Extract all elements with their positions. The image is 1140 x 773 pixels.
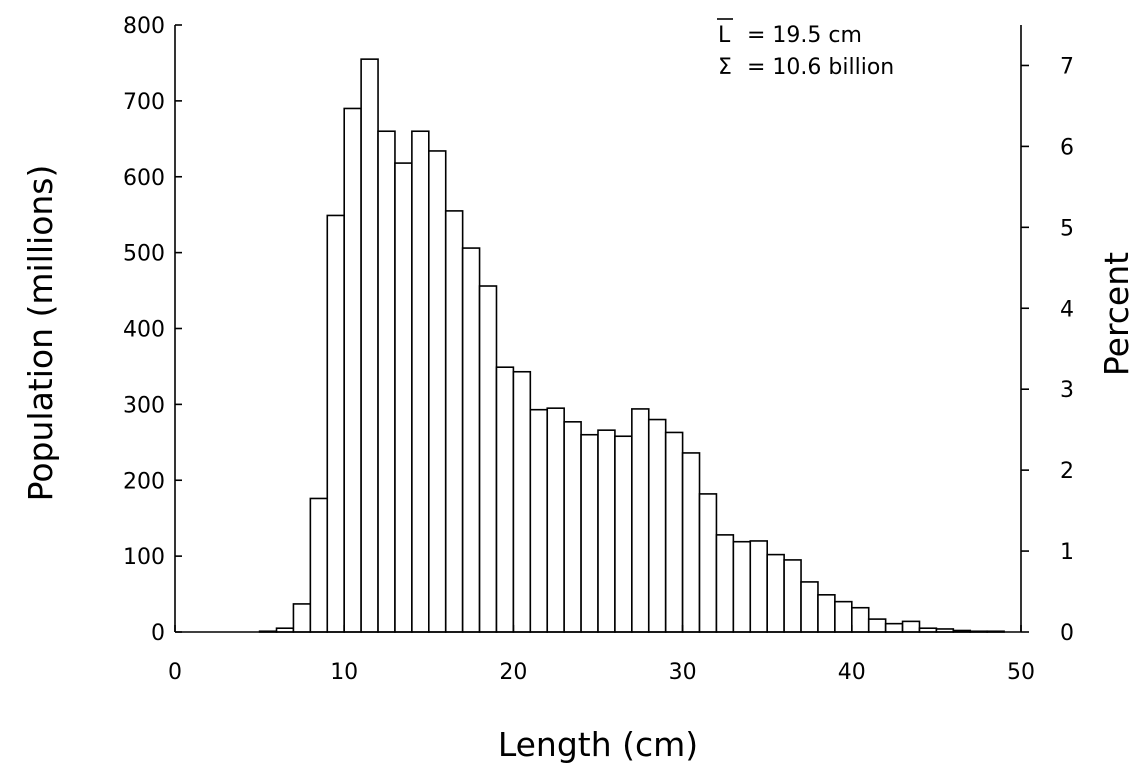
y-tick-label: 0 <box>151 621 165 646</box>
histogram-bar <box>664 431 684 633</box>
sum-value: = 10.6 billion <box>747 55 894 80</box>
histogram-bar <box>309 497 329 633</box>
mean-value: = 19.5 cm <box>747 23 862 48</box>
x-tick-label: 10 <box>330 660 358 685</box>
histogram-bar <box>326 214 345 633</box>
histogram-bar <box>394 162 413 633</box>
histogram-bar <box>631 408 650 633</box>
sum-symbol: Σ <box>718 55 732 80</box>
mean-symbol: L <box>718 23 731 48</box>
histogram-bar <box>580 433 599 633</box>
y-tick-label: 300 <box>123 393 165 418</box>
y-tick-label: 800 <box>123 14 165 39</box>
histogram-bar <box>884 622 904 633</box>
y-tick-label: 400 <box>123 318 165 343</box>
histogram-bar <box>834 600 853 633</box>
histogram-bar <box>495 366 515 633</box>
x-axis-title: Length (cm) <box>498 725 698 764</box>
y-tick-label: 200 <box>123 469 165 494</box>
histogram-bar <box>681 452 701 633</box>
x-tick-label: 50 <box>1007 660 1035 685</box>
histogram-bar <box>444 210 464 633</box>
histogram-bar <box>360 58 379 633</box>
stats-annotation: L = 19.5 cm Σ = 10.6 billion <box>717 18 894 80</box>
x-tick-label: 0 <box>168 660 182 685</box>
x-tick-label: 30 <box>669 660 697 685</box>
right-tick-label: 5 <box>1060 216 1074 241</box>
bars-group <box>258 58 1005 633</box>
histogram-bar <box>749 540 769 633</box>
histogram-bar <box>529 408 549 633</box>
y-tick-label: 100 <box>123 545 165 570</box>
y-axis-title: Population (millions) <box>21 165 60 502</box>
histogram-bar <box>766 553 785 633</box>
histogram-bar <box>901 620 921 633</box>
histogram-bar <box>563 421 582 633</box>
histogram-bar <box>411 130 430 633</box>
y-tick-label: 500 <box>123 242 165 267</box>
ticks-group: 0 10 20 30 40 5001002003004005006007008000123… <box>123 14 1074 685</box>
histogram-bar <box>867 618 887 633</box>
histogram-bar <box>698 493 718 633</box>
right-tick-label: 0 <box>1060 621 1074 646</box>
histogram-bar <box>732 540 752 633</box>
y-tick-label: 700 <box>123 90 165 115</box>
histogram-bar <box>783 559 802 633</box>
x-tick-label: 20 <box>499 660 527 685</box>
y-tick-label: 600 <box>123 166 165 191</box>
histogram-bar <box>478 285 498 633</box>
histogram-bar <box>614 435 633 633</box>
right-tick-label: 2 <box>1060 459 1074 484</box>
histogram-bar <box>512 370 532 633</box>
histogram-bar <box>800 581 819 633</box>
histogram-bar <box>546 407 565 633</box>
right-tick-label: 3 <box>1060 378 1074 403</box>
histogram-bar <box>343 107 362 633</box>
histogram-bar <box>597 429 616 633</box>
histogram-bar <box>292 603 312 633</box>
histogram-bar <box>817 594 836 633</box>
right-tick-label: 4 <box>1060 297 1074 322</box>
right-axis-title: Percent <box>1097 252 1136 376</box>
right-tick-label: 6 <box>1060 135 1074 160</box>
histogram-bar <box>715 534 735 633</box>
x-tick-label: 40 <box>838 660 866 685</box>
histogram-bar <box>647 418 667 633</box>
histogram-bar <box>377 130 396 633</box>
right-tick-label: 7 <box>1060 54 1074 79</box>
right-tick-label: 1 <box>1060 540 1074 565</box>
histogram-bar <box>850 606 870 633</box>
histogram-bar <box>461 247 481 633</box>
histogram-bar <box>427 150 447 633</box>
